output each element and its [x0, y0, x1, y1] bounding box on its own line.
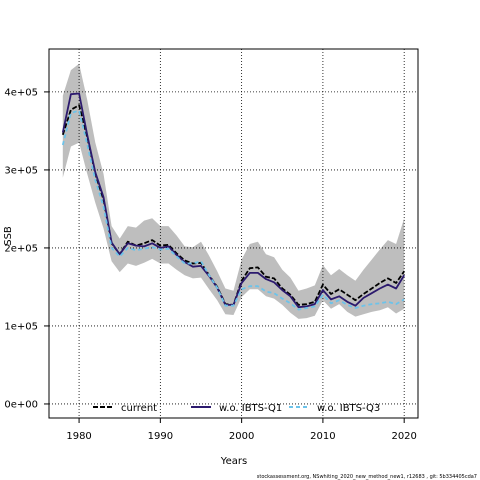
x-tick-label: 2000 [229, 431, 254, 442]
y-tick-label: 0e+00 [4, 399, 38, 410]
confidence-band-area [62, 63, 405, 319]
series-lines [61, 92, 405, 311]
y-tick-label: 3e+05 [4, 165, 38, 176]
x-axis: 1980 1990 2000 2010 2020 [66, 418, 417, 442]
x-tick-label: 1980 [66, 431, 91, 442]
y-axis-title: SSB [3, 226, 14, 246]
x-tick-label: 2010 [310, 431, 335, 442]
x-tick-label: 2020 [391, 431, 416, 442]
x-tick-label: 1990 [148, 431, 173, 442]
legend-label-1: current [121, 403, 157, 414]
grid [49, 49, 418, 418]
series-line-1 [61, 104, 405, 306]
x-axis-title: Years [220, 456, 247, 467]
y-tick-label: 4e+05 [4, 87, 38, 98]
legend-label-2: w.o. IBTS-Q1 [219, 403, 282, 414]
y-tick-label: 2e+05 [4, 243, 38, 254]
plot-frame [48, 48, 419, 419]
footer-text: stockassessment.org, NSwhiting_2020_new_… [257, 474, 477, 480]
series-line-2 [61, 92, 405, 309]
confidence-band [62, 63, 405, 319]
legend: current w.o. IBTS-Q1 w.o. IBTS-Q3 [93, 403, 380, 414]
legend-label-3: w.o. IBTS-Q3 [317, 403, 380, 414]
y-tick-label: 1e+05 [4, 321, 38, 332]
series-line-3 [61, 109, 405, 311]
y-axis: 0e+00 1e+05 2e+05 3e+05 4e+05 [4, 87, 49, 410]
